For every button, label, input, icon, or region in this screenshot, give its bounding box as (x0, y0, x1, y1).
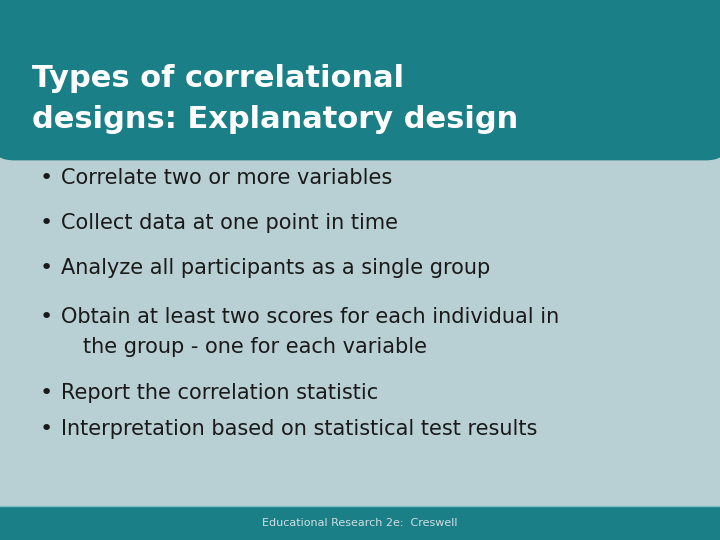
Text: Interpretation based on statistical test results: Interpretation based on statistical test… (61, 419, 538, 440)
Text: Report the correlation statistic: Report the correlation statistic (61, 383, 379, 403)
Text: •: • (40, 307, 53, 327)
Text: •: • (40, 383, 53, 403)
Text: Collect data at one point in time: Collect data at one point in time (61, 213, 398, 233)
Text: Educational Research 2e:  Creswell: Educational Research 2e: Creswell (262, 518, 458, 528)
Text: •: • (40, 419, 53, 440)
Text: Analyze all participants as a single group: Analyze all participants as a single gro… (61, 258, 490, 279)
Text: Correlate two or more variables: Correlate two or more variables (61, 168, 392, 188)
Text: •: • (40, 213, 53, 233)
FancyBboxPatch shape (0, 0, 720, 160)
Text: Types of correlational: Types of correlational (32, 64, 405, 93)
Text: the group - one for each variable: the group - one for each variable (83, 336, 427, 357)
Text: designs: Explanatory design: designs: Explanatory design (32, 105, 518, 134)
Text: •: • (40, 258, 53, 279)
Text: Obtain at least two scores for each individual in: Obtain at least two scores for each indi… (61, 307, 559, 327)
FancyBboxPatch shape (0, 506, 720, 540)
Text: •: • (40, 168, 53, 188)
